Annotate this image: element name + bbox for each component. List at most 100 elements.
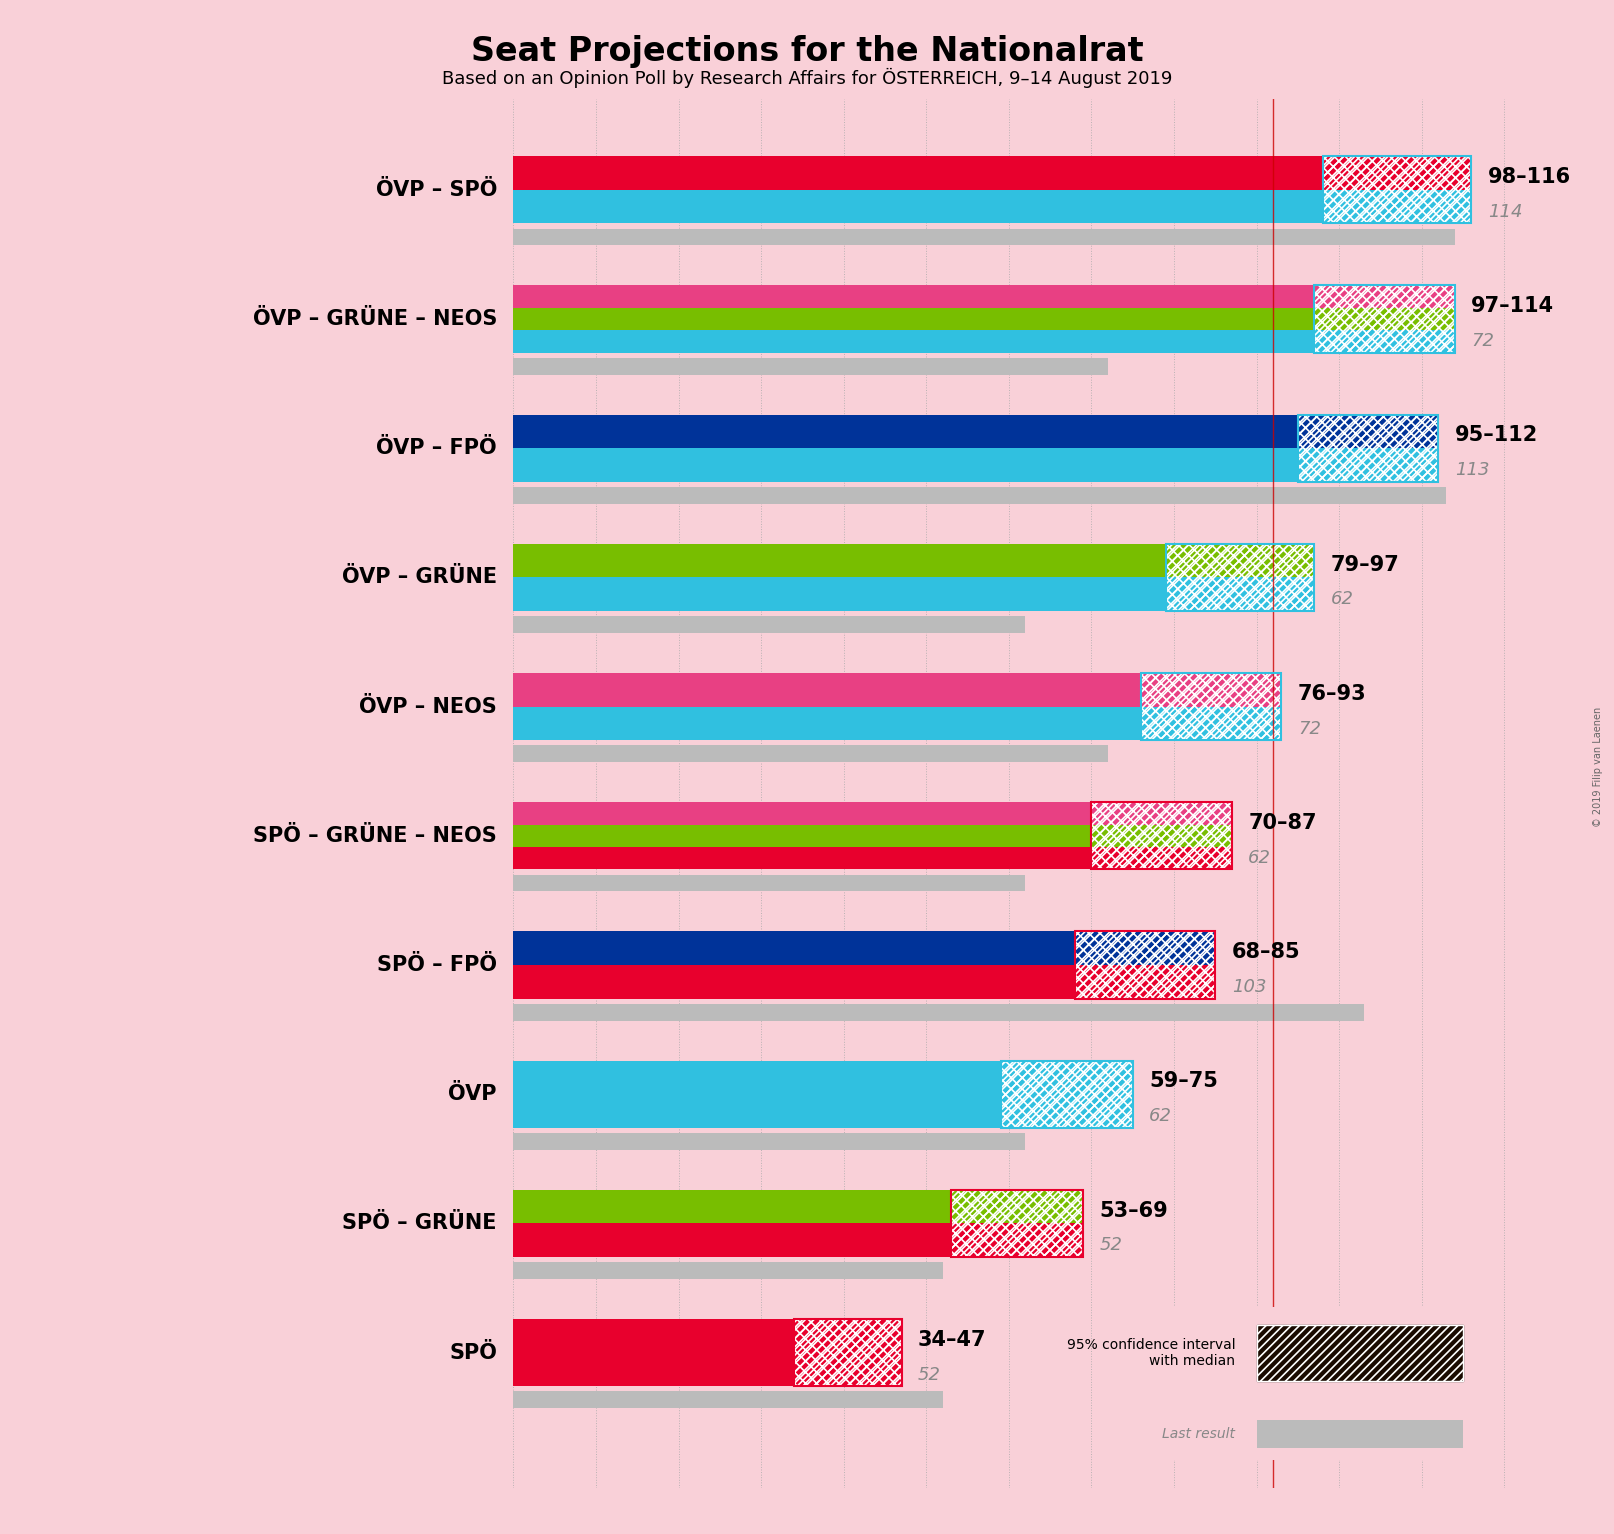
Bar — [1075, 965, 1215, 999]
Text: ÖVP – NEOS: ÖVP – NEOS — [360, 696, 497, 716]
Bar — [1141, 707, 1282, 741]
Bar — [1091, 825, 1231, 847]
Bar — [1001, 1060, 1133, 1127]
Text: ÖVP: ÖVP — [449, 1085, 497, 1104]
Bar — [1314, 285, 1454, 308]
Text: 53–69: 53–69 — [1099, 1201, 1169, 1221]
Bar — [794, 1319, 902, 1387]
Bar — [513, 229, 1454, 245]
Bar — [1165, 577, 1314, 611]
Bar — [1314, 285, 1454, 308]
Bar — [513, 965, 1075, 999]
Text: 62: 62 — [1149, 1108, 1172, 1126]
Text: SPÖ: SPÖ — [449, 1342, 497, 1362]
Bar — [951, 1224, 1083, 1256]
Text: ÖVP – SPÖ: ÖVP – SPÖ — [376, 179, 497, 199]
Bar — [1298, 448, 1438, 482]
Bar — [1075, 931, 1215, 965]
Bar — [513, 1391, 943, 1408]
Bar — [1075, 965, 1215, 999]
Bar — [513, 1262, 943, 1279]
Bar — [1322, 190, 1472, 224]
Bar — [513, 330, 1314, 353]
Text: 62: 62 — [1248, 848, 1272, 867]
Text: 52: 52 — [1099, 1236, 1123, 1255]
Bar — [513, 285, 1314, 308]
Bar — [1075, 965, 1215, 999]
Bar — [513, 545, 1165, 577]
Bar — [1314, 285, 1454, 308]
Bar — [1141, 673, 1282, 707]
Text: SPÖ – GRÜNE – NEOS: SPÖ – GRÜNE – NEOS — [253, 825, 497, 845]
Bar — [513, 1224, 951, 1256]
Bar — [1141, 707, 1282, 741]
Text: SPÖ – GRÜNE: SPÖ – GRÜNE — [342, 1213, 497, 1233]
Bar — [513, 931, 1075, 965]
Bar — [951, 1190, 1083, 1224]
Text: 72: 72 — [1472, 331, 1495, 350]
Text: ÖVP – GRÜNE: ÖVP – GRÜNE — [342, 568, 497, 588]
Bar — [1257, 1420, 1462, 1448]
Bar — [513, 577, 1165, 611]
Bar — [1322, 156, 1472, 224]
Bar — [1298, 448, 1438, 482]
Bar — [513, 414, 1298, 448]
Bar — [1141, 673, 1282, 707]
Bar — [513, 802, 1091, 825]
Bar — [1257, 1325, 1462, 1381]
Bar — [1322, 156, 1472, 190]
Bar — [1141, 707, 1282, 741]
Bar — [1314, 308, 1454, 330]
Bar — [1314, 308, 1454, 330]
Bar — [1257, 1325, 1462, 1381]
Text: 95–112: 95–112 — [1454, 425, 1538, 445]
Bar — [1165, 545, 1314, 577]
Bar — [951, 1190, 1083, 1224]
Bar — [513, 448, 1298, 482]
Text: 72: 72 — [1298, 719, 1320, 738]
Text: 97–114: 97–114 — [1472, 296, 1554, 316]
Bar — [1075, 931, 1215, 965]
Bar — [513, 1190, 951, 1224]
Text: 79–97: 79–97 — [1332, 554, 1399, 575]
Text: 68–85: 68–85 — [1231, 942, 1301, 962]
Bar — [1091, 847, 1231, 870]
Bar — [951, 1224, 1083, 1256]
Bar — [1322, 156, 1472, 190]
Bar — [513, 707, 1141, 741]
Bar — [1298, 414, 1438, 448]
Bar — [1165, 545, 1314, 611]
Text: 114: 114 — [1488, 202, 1522, 221]
Bar — [513, 486, 1446, 503]
Bar — [1314, 308, 1454, 330]
Bar — [1091, 802, 1231, 825]
Bar — [1091, 825, 1231, 847]
Bar — [1091, 802, 1231, 870]
Text: Seat Projections for the Nationalrat: Seat Projections for the Nationalrat — [471, 35, 1143, 69]
Bar — [1001, 1060, 1133, 1127]
Bar — [513, 874, 1025, 891]
Bar — [513, 308, 1314, 330]
Text: 95% confidence interval
with median: 95% confidence interval with median — [1067, 1338, 1235, 1368]
Bar — [1322, 190, 1472, 224]
Bar — [1314, 330, 1454, 353]
Bar — [794, 1319, 902, 1387]
Bar — [1314, 330, 1454, 353]
Bar — [951, 1190, 1083, 1224]
Bar — [513, 190, 1322, 224]
Bar — [513, 357, 1107, 374]
Bar — [513, 847, 1091, 870]
Text: 76–93: 76–93 — [1298, 684, 1367, 704]
Bar — [1322, 156, 1472, 190]
Bar — [1091, 802, 1231, 825]
Bar — [794, 1319, 902, 1387]
Bar — [1075, 931, 1215, 965]
Bar — [1141, 673, 1282, 707]
Bar — [1298, 414, 1438, 482]
Bar — [513, 825, 1091, 847]
Text: 113: 113 — [1454, 462, 1490, 479]
Text: 103: 103 — [1231, 979, 1267, 996]
Bar — [513, 156, 1322, 190]
Text: 34–47: 34–47 — [918, 1330, 986, 1350]
Bar — [513, 1003, 1364, 1020]
